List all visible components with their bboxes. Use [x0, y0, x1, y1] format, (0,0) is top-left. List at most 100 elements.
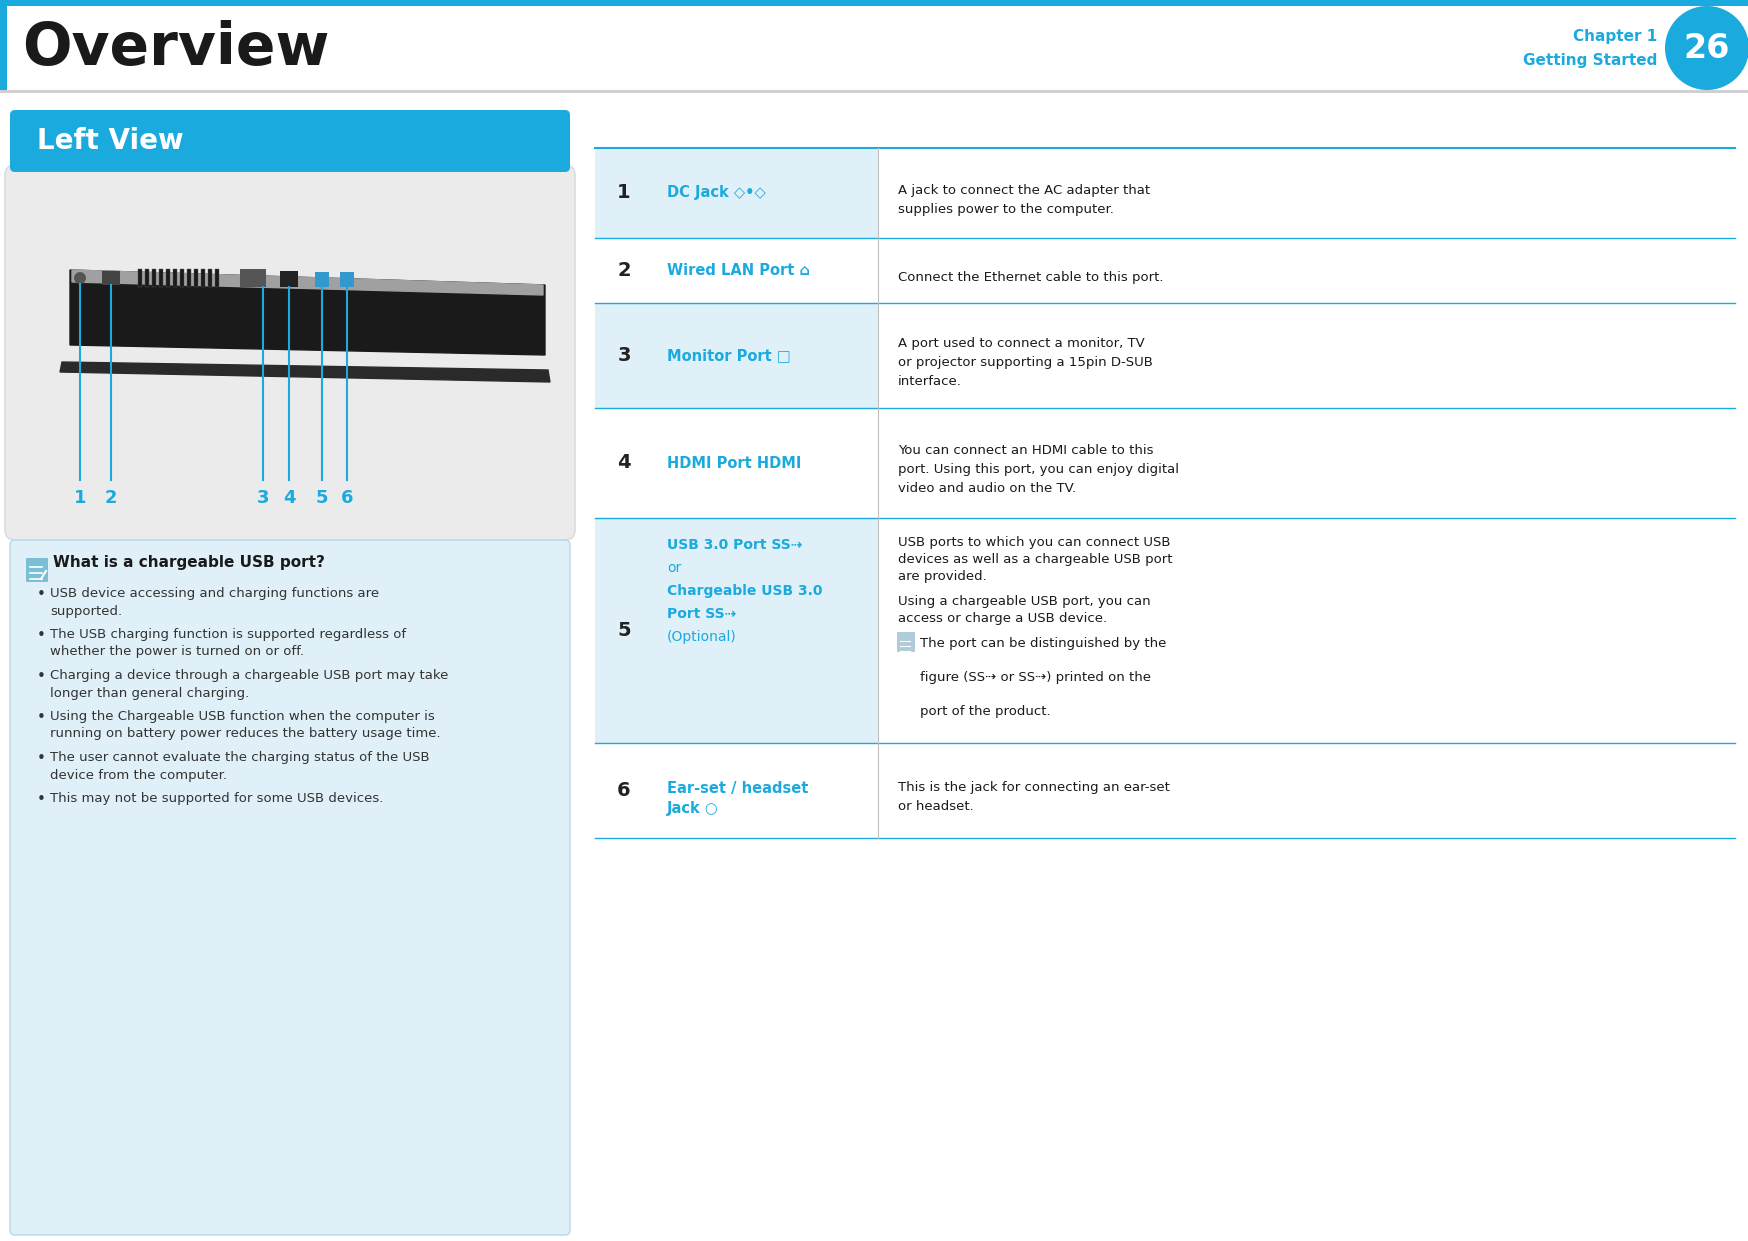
- Text: 3: 3: [257, 489, 269, 508]
- Text: DC Jack ◇•◇: DC Jack ◇•◇: [666, 185, 766, 201]
- Text: port. Using this port, you can enjoy digital: port. Using this port, you can enjoy dig…: [897, 463, 1178, 477]
- Text: Charging a device through a chargeable USB port may take
longer than general cha: Charging a device through a chargeable U…: [51, 669, 447, 700]
- Bar: [166, 269, 170, 287]
- Bar: [159, 269, 163, 287]
- Text: A jack to connect the AC adapter that: A jack to connect the AC adapter that: [897, 184, 1150, 197]
- Bar: [877, 517, 1734, 743]
- FancyBboxPatch shape: [26, 558, 47, 582]
- Bar: [594, 148, 877, 238]
- Bar: [594, 743, 877, 838]
- Text: 5: 5: [617, 620, 631, 640]
- Bar: [138, 269, 142, 287]
- Text: •: •: [37, 669, 45, 684]
- Text: Connect the Ethernet cable to this port.: Connect the Ethernet cable to this port.: [897, 271, 1162, 284]
- Text: Monitor Port □: Monitor Port □: [666, 347, 790, 364]
- Text: or: or: [666, 561, 682, 575]
- Bar: [315, 272, 329, 287]
- FancyBboxPatch shape: [897, 632, 914, 652]
- Bar: [0, 0, 7, 91]
- Text: figure (SS⇢ or SS⇢) printed on the: figure (SS⇢ or SS⇢) printed on the: [919, 671, 1150, 684]
- Polygon shape: [59, 362, 549, 382]
- Text: access or charge a USB device.: access or charge a USB device.: [897, 612, 1106, 625]
- Text: Wired LAN Port ⌂: Wired LAN Port ⌂: [666, 263, 809, 278]
- Text: The USB charging function is supported regardless of
whether the power is turned: The USB charging function is supported r…: [51, 628, 406, 659]
- Text: or projector supporting a 15pin D-SUB: or projector supporting a 15pin D-SUB: [897, 356, 1152, 369]
- FancyBboxPatch shape: [5, 165, 575, 540]
- Text: Jack ○: Jack ○: [666, 800, 718, 815]
- Text: 5: 5: [316, 489, 329, 508]
- Text: (Optional): (Optional): [666, 630, 736, 644]
- Text: USB device accessing and charging functions are
supported.: USB device accessing and charging functi…: [51, 587, 379, 618]
- Bar: [180, 269, 184, 287]
- Text: •: •: [37, 792, 45, 807]
- Text: 1: 1: [617, 184, 631, 202]
- Text: USB 3.0 Port SS⇢: USB 3.0 Port SS⇢: [666, 539, 802, 552]
- Text: Using the Chargeable USB function when the computer is
running on battery power : Using the Chargeable USB function when t…: [51, 710, 440, 741]
- Text: 3: 3: [617, 346, 631, 365]
- Text: •: •: [37, 710, 45, 725]
- Bar: [339, 272, 353, 287]
- Bar: [594, 238, 877, 303]
- Text: 6: 6: [617, 781, 631, 800]
- Bar: [877, 743, 1734, 838]
- Text: 2: 2: [617, 261, 631, 280]
- Text: 2: 2: [105, 489, 117, 508]
- Text: 4: 4: [617, 453, 631, 473]
- Text: 26: 26: [1683, 31, 1729, 65]
- Bar: [145, 269, 149, 287]
- Text: •: •: [37, 628, 45, 643]
- Text: Chapter 1: Chapter 1: [1571, 29, 1655, 43]
- Bar: [173, 269, 177, 287]
- Text: The user cannot evaluate the charging status of the USB
device from the computer: The user cannot evaluate the charging st…: [51, 751, 430, 782]
- Bar: [0, 0, 1748, 91]
- Text: video and audio on the TV.: video and audio on the TV.: [897, 483, 1075, 495]
- Text: •: •: [37, 587, 45, 602]
- Text: What is a chargeable USB port?: What is a chargeable USB port?: [52, 556, 325, 571]
- Text: are provided.: are provided.: [897, 570, 986, 583]
- Text: •: •: [37, 751, 45, 766]
- Bar: [152, 269, 156, 287]
- Text: The port can be distinguished by the: The port can be distinguished by the: [919, 637, 1166, 650]
- Text: 1: 1: [73, 489, 86, 508]
- Polygon shape: [70, 271, 545, 355]
- Bar: [877, 303, 1734, 408]
- Bar: [215, 269, 218, 287]
- Text: 6: 6: [341, 489, 353, 508]
- Text: This is the jack for connecting an ear-set: This is the jack for connecting an ear-s…: [897, 782, 1169, 794]
- Bar: [594, 408, 877, 517]
- Text: Port SS⇢: Port SS⇢: [666, 607, 736, 620]
- Text: Chargeable USB 3.0: Chargeable USB 3.0: [666, 585, 822, 598]
- Bar: [594, 303, 877, 408]
- Text: Left View: Left View: [37, 127, 184, 155]
- Bar: [194, 269, 198, 287]
- Circle shape: [73, 272, 86, 284]
- Bar: [877, 238, 1734, 303]
- Bar: [0, 91, 1748, 93]
- Text: USB ports to which you can connect USB: USB ports to which you can connect USB: [897, 536, 1169, 549]
- Text: or headset.: or headset.: [897, 800, 974, 814]
- Text: devices as well as a chargeable USB port: devices as well as a chargeable USB port: [897, 553, 1171, 566]
- Text: port of the product.: port of the product.: [919, 705, 1051, 719]
- Bar: [101, 271, 121, 285]
- Text: 4: 4: [283, 489, 295, 508]
- Text: Overview: Overview: [23, 20, 329, 77]
- Bar: [594, 517, 877, 743]
- Bar: [877, 408, 1734, 517]
- Bar: [0, 0, 1748, 6]
- Text: HDMI Port HDMI: HDMI Port HDMI: [666, 455, 801, 470]
- FancyBboxPatch shape: [10, 540, 570, 1235]
- Bar: [877, 148, 1734, 238]
- Bar: [201, 269, 205, 287]
- Text: supplies power to the computer.: supplies power to the computer.: [897, 204, 1113, 216]
- Text: You can connect an HDMI cable to this: You can connect an HDMI cable to this: [897, 444, 1154, 458]
- Circle shape: [1664, 6, 1748, 91]
- Text: This may not be supported for some USB devices.: This may not be supported for some USB d…: [51, 792, 383, 805]
- Text: A port used to connect a monitor, TV: A port used to connect a monitor, TV: [897, 338, 1145, 350]
- Bar: [187, 269, 191, 287]
- Bar: [239, 269, 266, 287]
- Bar: [280, 271, 297, 287]
- Polygon shape: [72, 271, 542, 295]
- Text: Using a chargeable USB port, you can: Using a chargeable USB port, you can: [897, 594, 1150, 608]
- Text: Ear-set / headset: Ear-set / headset: [666, 781, 808, 795]
- FancyBboxPatch shape: [10, 110, 570, 172]
